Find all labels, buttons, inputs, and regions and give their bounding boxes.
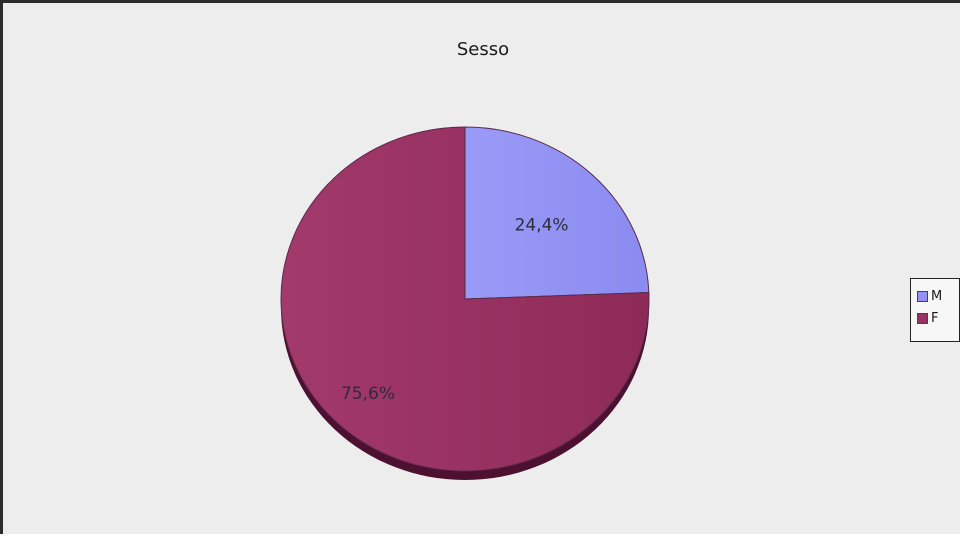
pie-slice-m [464,126,650,300]
legend-label-f: F [931,310,939,326]
legend-swatch-f [917,312,928,324]
legend-item-f: F [917,307,959,329]
chart-title: Sesso [456,39,510,60]
legend-label-m: M [931,288,943,304]
legend: M F [910,278,960,342]
slice-label-f: 75,6% [341,384,395,404]
slice-label-m: 24,4% [515,216,569,236]
legend-swatch-m [917,290,928,302]
pie-slice-f [280,126,650,472]
pie-chart: 24,4% 75,6% [280,126,650,480]
legend-item-m: M [917,285,959,307]
